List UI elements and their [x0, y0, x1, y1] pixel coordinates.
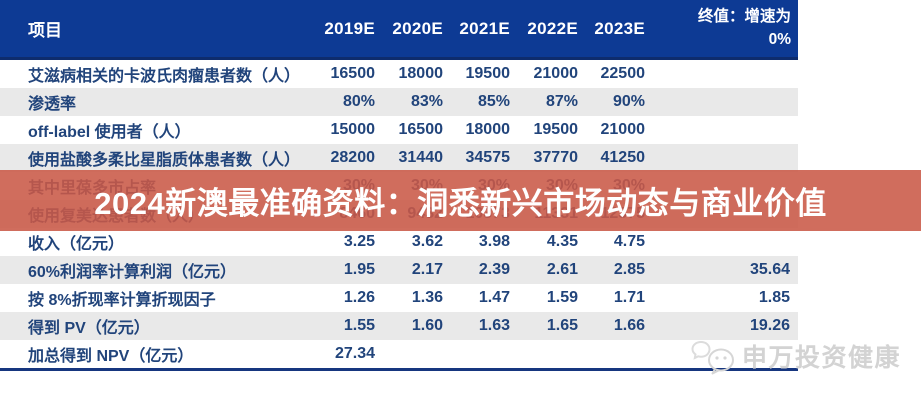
table-row: 加总得到 NPV（亿元） 27.34	[0, 340, 798, 368]
cell-2023e: 90%	[612, 93, 645, 110]
cell-2021e: 2.39	[478, 261, 510, 278]
cell-2019e: 16500	[330, 65, 376, 82]
header-project-label: 项目	[28, 21, 62, 40]
watermark: 申万投资健康	[691, 336, 901, 376]
cell-2021e: 85%	[477, 93, 510, 110]
cell-terminal: 19.26	[749, 317, 790, 334]
cell-2019e: 1.26	[343, 289, 375, 306]
cell-2019e: 1.95	[343, 261, 375, 278]
header-terminal-value: 终值：增速为 0%	[697, 8, 791, 48]
table-header-row: 项目 2019E 2020E 2021E 2022E 2023E 终值：增速为 …	[0, 0, 798, 60]
cell-2022e: 1.65	[546, 317, 578, 334]
cell-2020e: 1.36	[411, 289, 443, 306]
table-row: 按 8%折现率计算折现因子 1.26 1.36 1.47 1.59 1.71 1…	[0, 284, 798, 312]
row-label: 使用盐酸多柔比星脂质体患者数（人）	[28, 152, 301, 169]
cell-2020e: 2.17	[411, 261, 443, 278]
table-row: 收入（亿元） 3.25 3.62 3.98 4.35 4.75	[0, 228, 798, 256]
promo-banner-text: 2024新澳最准确资料：洞悉新兴市场动态与商业价值	[94, 186, 827, 221]
cell-terminal: 1.85	[758, 289, 790, 306]
cell-2021e: 1.47	[478, 289, 510, 306]
table-bottom-border	[0, 368, 798, 371]
cell-2022e: 19500	[533, 121, 579, 138]
wechat-icon	[691, 336, 739, 376]
cell-2019e: 1.55	[343, 317, 375, 334]
cell-2022e: 87%	[545, 93, 578, 110]
cell-2021e: 34575	[465, 149, 511, 166]
watermark-text: 申万投资健康	[741, 344, 901, 372]
cell-2022e: 1.59	[546, 289, 578, 306]
header-year-2022e: 2022E	[527, 18, 578, 38]
cell-2020e: 3.62	[411, 233, 443, 250]
cell-2022e: 4.35	[546, 233, 578, 250]
cell-terminal: 35.64	[749, 261, 790, 278]
cell-2019e: 27.34	[334, 345, 375, 362]
row-label: off-label 使用者（人）	[28, 124, 191, 141]
row-label: 60%利润率计算利润（亿元）	[28, 264, 237, 281]
header-year-2023e: 2023E	[594, 18, 645, 38]
row-label: 加总得到 NPV（亿元）	[28, 348, 194, 365]
table-row: 渗透率 80% 83% 85% 87% 90%	[0, 88, 798, 116]
cell-2020e: 18000	[398, 65, 444, 82]
cell-2021e: 3.98	[478, 233, 510, 250]
cell-2022e: 2.61	[546, 261, 578, 278]
header-year-2019e: 2019E	[324, 18, 375, 38]
cell-2023e: 22500	[600, 65, 646, 82]
cell-2020e: 83%	[410, 93, 443, 110]
header-year-2020e: 2020E	[392, 18, 443, 38]
table-row: 使用盐酸多柔比星脂质体患者数（人） 28200 31440 34575 3777…	[0, 144, 798, 172]
cell-2019e: 3.25	[343, 233, 375, 250]
cell-2019e: 28200	[330, 149, 376, 166]
row-label: 按 8%折现率计算折现因子	[28, 292, 216, 309]
cell-2023e: 4.75	[613, 233, 645, 250]
row-label: 渗透率	[28, 96, 77, 113]
cell-2023e: 21000	[600, 121, 646, 138]
table-row: 得到 PV（亿元） 1.55 1.60 1.63 1.65 1.66 19.26	[0, 312, 798, 340]
row-label: 得到 PV（亿元）	[28, 320, 150, 337]
table-row: 60%利润率计算利润（亿元） 1.95 2.17 2.39 2.61 2.85 …	[0, 256, 798, 284]
row-label: 艾滋病相关的卡波氏肉瘤患者数（人）	[28, 68, 301, 85]
table-row: 艾滋病相关的卡波氏肉瘤患者数（人） 16500 18000 19500 2100…	[0, 60, 798, 88]
cell-2021e: 1.63	[478, 317, 510, 334]
cell-2021e: 19500	[465, 65, 511, 82]
cell-2021e: 18000	[465, 121, 511, 138]
cell-2019e: 15000	[330, 121, 376, 138]
cell-2023e: 1.71	[613, 289, 645, 306]
header-year-2021e: 2021E	[459, 18, 510, 38]
cell-2022e: 37770	[533, 149, 579, 166]
cell-2020e: 16500	[398, 121, 444, 138]
cell-2023e: 41250	[600, 149, 646, 166]
cell-2019e: 80%	[342, 93, 375, 110]
row-label: 收入（亿元）	[28, 236, 125, 253]
table-row: off-label 使用者（人） 15000 16500 18000 19500…	[0, 116, 798, 144]
cell-2023e: 2.85	[613, 261, 645, 278]
promo-banner-overlay: 2024新澳最准确资料：洞悉新兴市场动态与商业价值	[0, 170, 921, 231]
cell-2022e: 21000	[533, 65, 579, 82]
cell-2020e: 1.60	[411, 317, 443, 334]
cell-2020e: 31440	[398, 149, 444, 166]
cell-2023e: 1.66	[613, 317, 645, 334]
